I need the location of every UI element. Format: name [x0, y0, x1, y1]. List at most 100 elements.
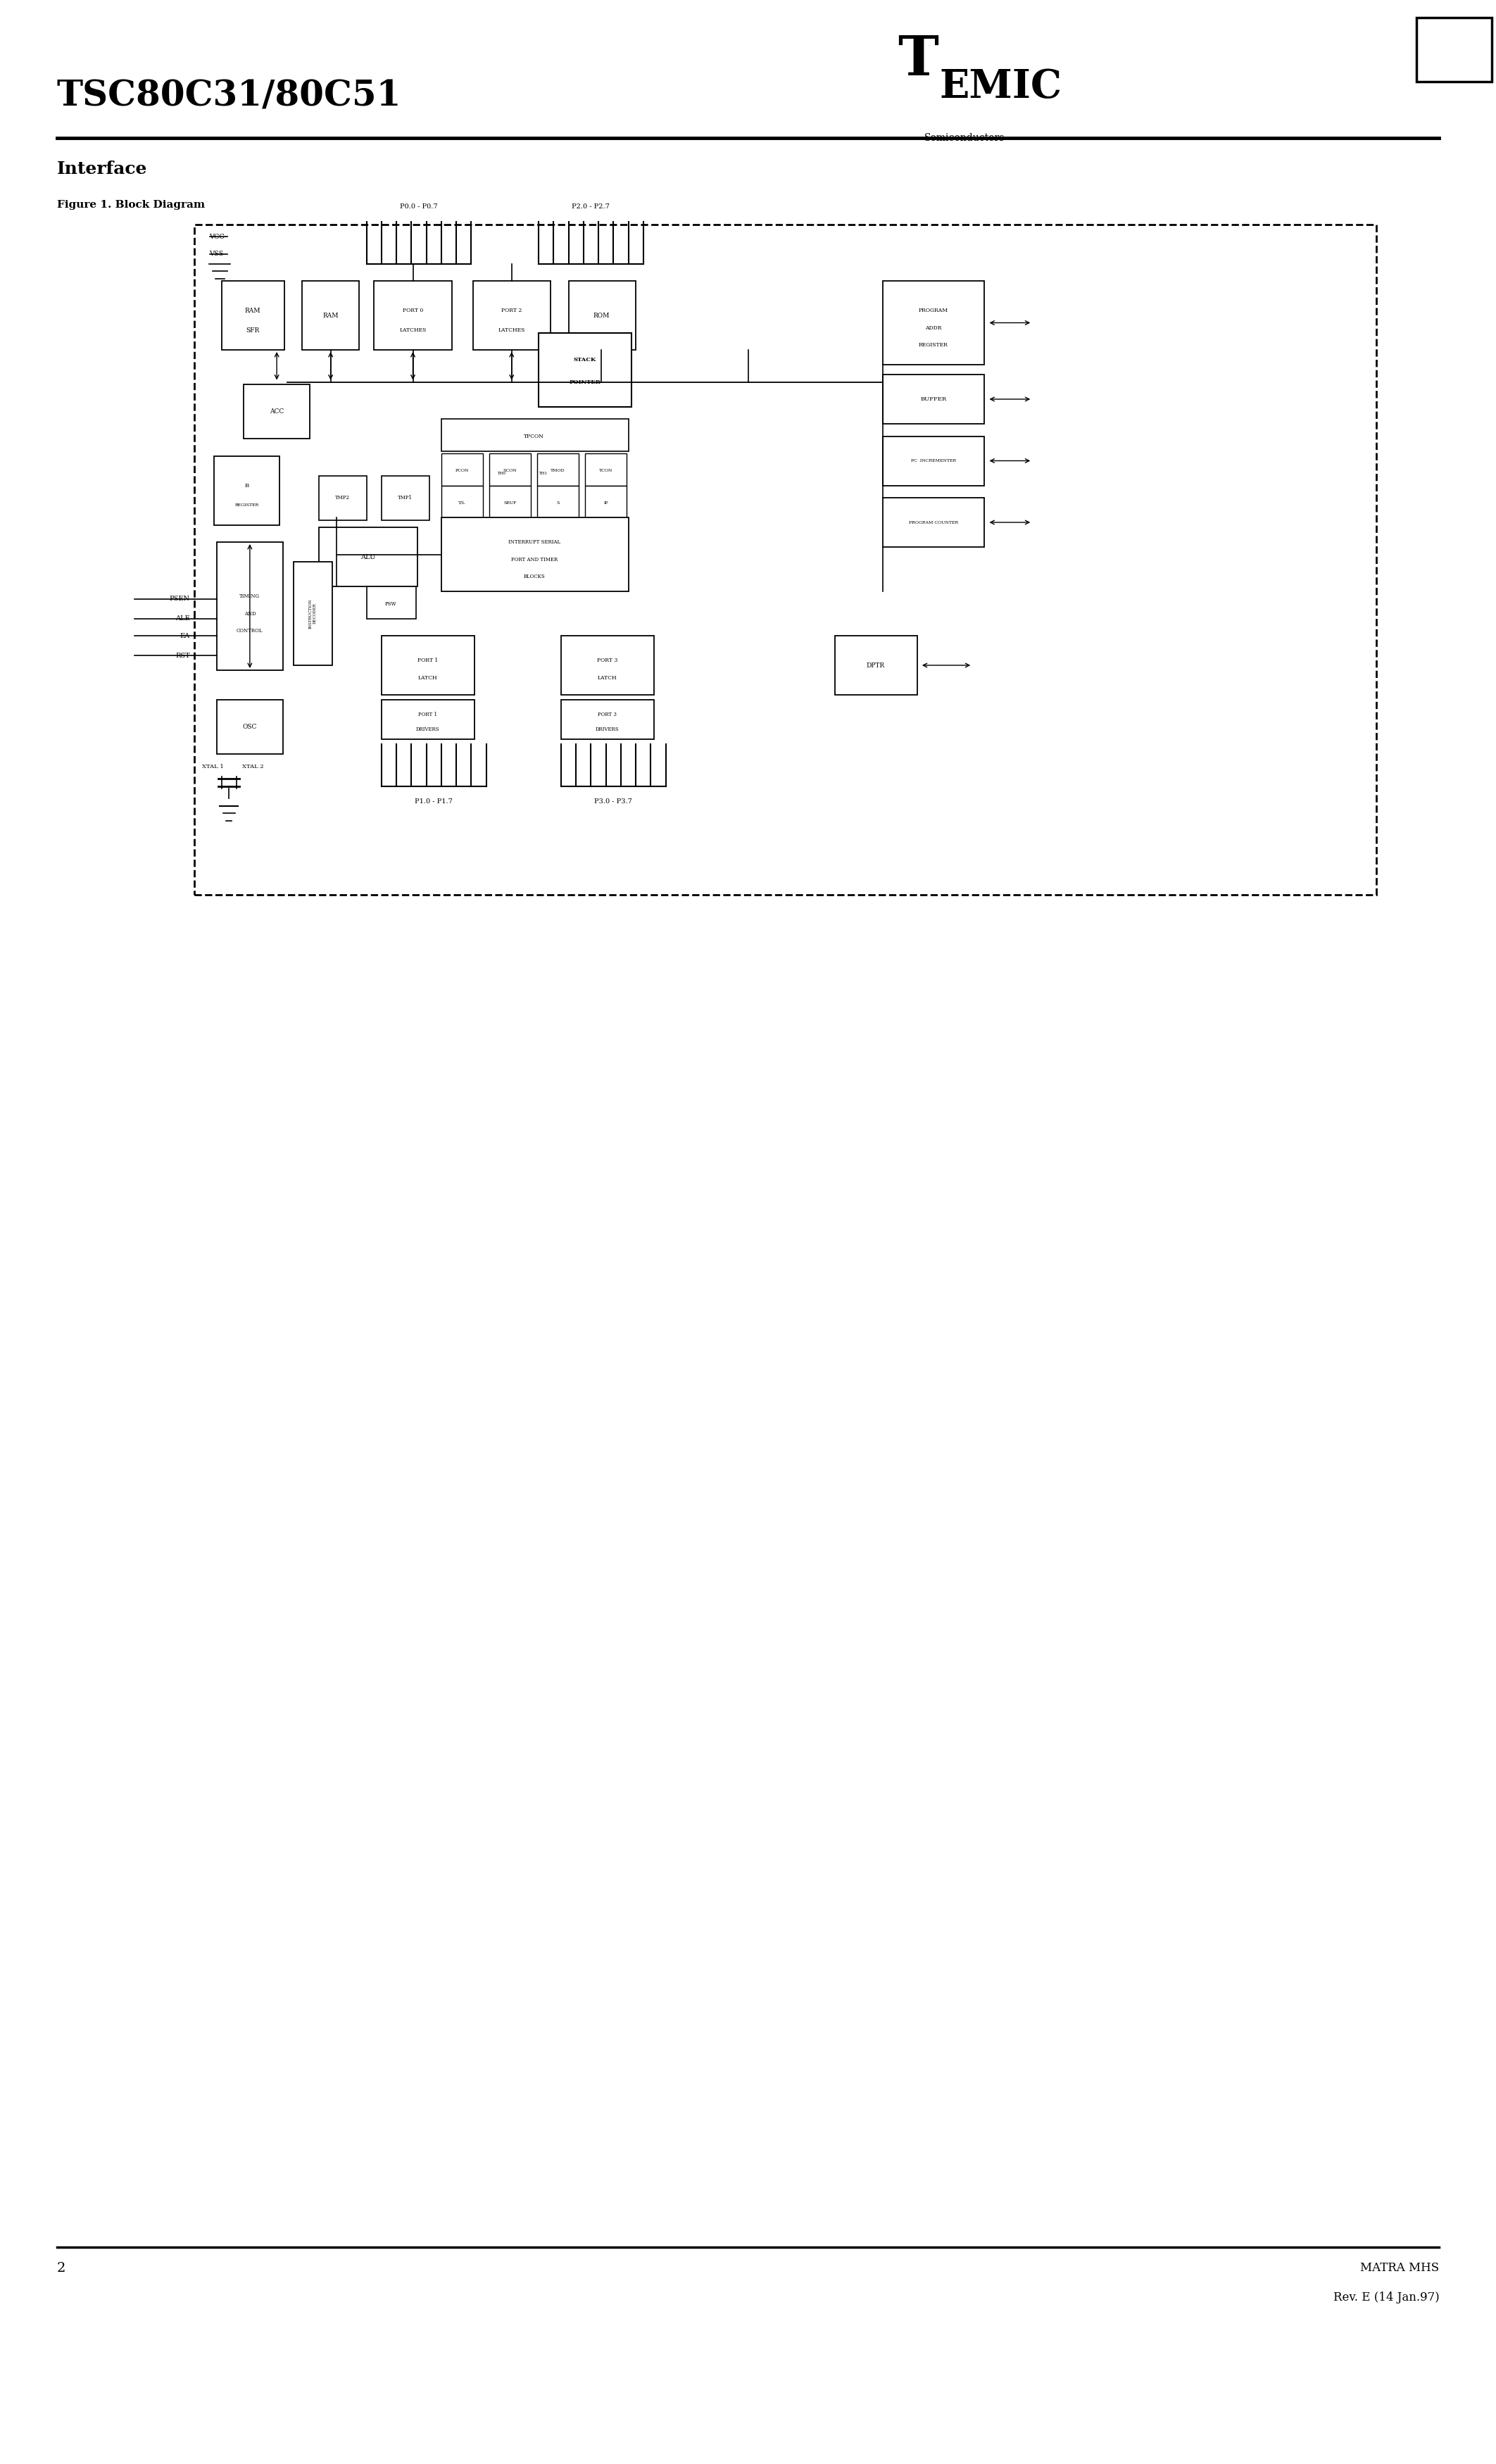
Text: ACC: ACC — [269, 409, 284, 414]
Bar — [319, 527, 417, 586]
Bar — [319, 476, 367, 520]
Bar — [537, 485, 579, 517]
Bar — [217, 542, 283, 670]
Text: SBUF: SBUF — [504, 500, 516, 505]
Bar — [883, 375, 984, 424]
Text: LATCH: LATCH — [598, 675, 618, 680]
Bar — [883, 281, 984, 365]
Text: PORT 1: PORT 1 — [419, 712, 437, 717]
Bar — [561, 700, 654, 739]
Bar — [217, 700, 283, 754]
Bar — [537, 453, 579, 485]
Text: TMP2: TMP2 — [335, 495, 350, 500]
Text: TIMING: TIMING — [239, 594, 260, 599]
Text: RAM: RAM — [245, 308, 260, 313]
Bar — [214, 456, 280, 525]
Text: P0.0 - P0.7: P0.0 - P0.7 — [399, 202, 438, 209]
Bar — [302, 281, 359, 350]
Bar — [221, 281, 284, 350]
Text: PROGRAM COUNTER: PROGRAM COUNTER — [910, 520, 959, 525]
Text: XTAL 2: XTAL 2 — [242, 764, 263, 769]
Text: SFR: SFR — [245, 328, 260, 333]
Text: AND: AND — [244, 611, 256, 616]
Text: Figure 1. Block Diagram: Figure 1. Block Diagram — [57, 200, 205, 209]
Text: VSS: VSS — [209, 251, 224, 256]
Text: Rev. E (14 Jan.97): Rev. E (14 Jan.97) — [1333, 2292, 1439, 2304]
Text: OSC: OSC — [242, 724, 257, 729]
Bar — [561, 636, 654, 695]
Text: 2: 2 — [57, 2262, 66, 2274]
Text: PORT 1: PORT 1 — [417, 658, 438, 663]
Text: ROM: ROM — [592, 313, 610, 318]
Text: TMP1: TMP1 — [398, 495, 413, 500]
Text: PORT AND TIMER: PORT AND TIMER — [510, 557, 558, 562]
Bar — [381, 476, 429, 520]
Bar — [381, 636, 474, 695]
Text: PORT 3: PORT 3 — [597, 658, 618, 663]
Text: P3.0 - P3.7: P3.0 - P3.7 — [594, 798, 633, 806]
Text: BLOCKS: BLOCKS — [524, 574, 545, 579]
Text: BUFFER: BUFFER — [920, 397, 947, 402]
Bar — [194, 224, 1376, 894]
Bar — [585, 485, 627, 517]
Text: CONTROL: CONTROL — [236, 628, 263, 633]
Text: STACK: STACK — [573, 357, 597, 362]
Text: POINTER: POINTER — [568, 379, 601, 384]
Text: B: B — [245, 483, 248, 488]
Text: EMIC: EMIC — [939, 67, 1062, 106]
Text: PC  INCREMENTER: PC INCREMENTER — [911, 458, 956, 463]
Text: TCON: TCON — [598, 468, 613, 473]
Bar — [374, 281, 452, 350]
Text: TH0: TH0 — [497, 471, 506, 476]
Bar — [244, 384, 310, 439]
Text: TMOD: TMOD — [551, 468, 565, 473]
Bar — [585, 453, 627, 485]
Text: DRIVERS: DRIVERS — [595, 727, 619, 732]
Bar — [835, 636, 917, 695]
Text: DPTR: DPTR — [866, 663, 884, 668]
Bar — [441, 453, 483, 485]
Text: PORT 0: PORT 0 — [402, 308, 423, 313]
Text: PORT 2: PORT 2 — [501, 308, 522, 313]
Text: REGISTER: REGISTER — [235, 503, 259, 508]
Text: TH1: TH1 — [539, 471, 548, 476]
Text: LATCHES: LATCHES — [498, 328, 525, 333]
Text: IP: IP — [603, 500, 609, 505]
Text: S: S — [557, 500, 560, 505]
Text: INTERRUPT SERIAL: INTERRUPT SERIAL — [509, 540, 560, 545]
Text: ALU: ALU — [361, 554, 375, 559]
Text: LATCHES: LATCHES — [399, 328, 426, 333]
Bar — [473, 281, 551, 350]
Bar — [441, 485, 483, 517]
Text: PORT 3: PORT 3 — [598, 712, 616, 717]
Bar — [883, 436, 984, 485]
Bar — [381, 700, 474, 739]
Text: DRIVERS: DRIVERS — [416, 727, 440, 732]
Text: TPCON: TPCON — [524, 434, 545, 439]
Text: TSC80C31/80C51: TSC80C31/80C51 — [57, 79, 401, 113]
Text: RAM: RAM — [323, 313, 338, 318]
Text: REGISTER: REGISTER — [919, 342, 948, 347]
Text: T/L: T/L — [459, 500, 465, 505]
Text: PSEN: PSEN — [169, 596, 190, 601]
Text: EA: EA — [180, 633, 190, 638]
Text: T: T — [898, 32, 938, 86]
Bar — [441, 419, 628, 451]
Text: P1.0 - P1.7: P1.0 - P1.7 — [414, 798, 453, 806]
Text: SCON: SCON — [503, 468, 518, 473]
Text: PROGRAM: PROGRAM — [919, 308, 948, 313]
Bar — [489, 485, 531, 517]
Text: INSTRUCTION
DECODER: INSTRUCTION DECODER — [308, 599, 317, 628]
Text: XTAL 1: XTAL 1 — [202, 764, 223, 769]
Bar — [883, 498, 984, 547]
Text: P2.0 - P2.7: P2.0 - P2.7 — [571, 202, 610, 209]
Bar — [293, 562, 332, 665]
Text: ADDR: ADDR — [925, 325, 942, 330]
Text: PSW: PSW — [384, 601, 396, 606]
Bar — [441, 517, 628, 591]
Bar — [367, 586, 416, 618]
Bar — [1417, 17, 1492, 81]
Text: ALE: ALE — [175, 616, 190, 621]
Bar — [539, 333, 631, 407]
Text: Semiconductors: Semiconductors — [925, 133, 1005, 143]
